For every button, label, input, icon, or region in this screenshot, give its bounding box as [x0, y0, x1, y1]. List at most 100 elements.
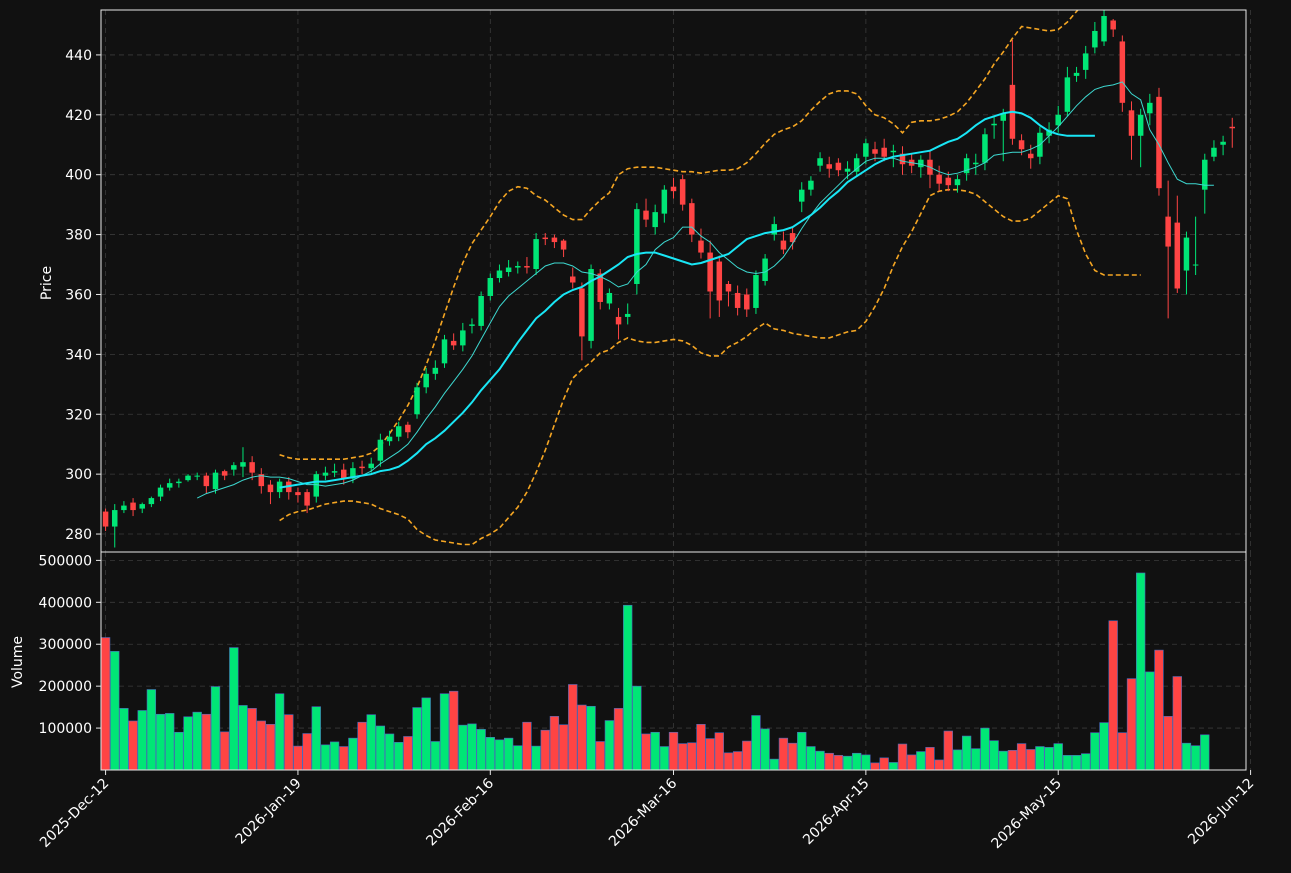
candle-body — [331, 471, 338, 473]
volume-bar — [375, 725, 386, 771]
volume-bar — [751, 715, 761, 771]
candle-body — [661, 189, 668, 214]
candle-body — [542, 237, 549, 240]
volume-bar — [577, 704, 587, 771]
candle-body — [1018, 140, 1025, 150]
volume-bar — [806, 746, 816, 771]
volume-bar — [229, 647, 239, 771]
price-tick-label: 300 — [65, 467, 92, 483]
candle-body — [734, 292, 741, 308]
candle-body — [945, 177, 952, 186]
volume-bar — [897, 743, 908, 771]
volume-bar — [861, 754, 871, 771]
candle-body — [1229, 126, 1236, 129]
candle-body — [130, 502, 136, 511]
candle-body — [221, 471, 228, 476]
price-tick-label: 340 — [65, 347, 92, 363]
volume-bar — [192, 711, 202, 771]
candle-body — [469, 324, 475, 326]
volume-bar — [586, 705, 596, 771]
candle-body — [176, 481, 182, 484]
moving-averages — [196, 81, 1214, 499]
volume-bar — [421, 697, 431, 771]
volume-bar — [1117, 732, 1127, 771]
volume-bar — [952, 749, 963, 771]
volume-bar — [659, 746, 669, 771]
volume-bar — [778, 737, 789, 771]
volume-bar — [971, 748, 981, 771]
volume-bar — [1108, 620, 1118, 771]
candle-body — [1064, 77, 1071, 112]
candle-body — [725, 283, 732, 292]
candle-body — [835, 162, 842, 171]
candle-body — [1073, 72, 1080, 76]
candle-body — [936, 174, 942, 184]
candle-body — [1147, 102, 1153, 114]
volume-bar — [787, 742, 798, 771]
price-tick-label: 440 — [65, 48, 92, 64]
volume-bars — [100, 572, 1210, 771]
candle-body — [386, 436, 393, 442]
volume-bar — [1145, 671, 1155, 771]
volume-bar — [220, 731, 230, 771]
volume-bar — [870, 762, 880, 771]
volume-bar — [1044, 747, 1054, 771]
volume-bar — [842, 755, 853, 771]
volume-bar — [1026, 749, 1036, 771]
volume-bar — [531, 745, 541, 771]
candle-body — [918, 159, 924, 168]
candle-body — [973, 162, 979, 165]
volume-bar — [705, 738, 715, 771]
candle-body — [1174, 222, 1181, 289]
price-tick-label: 400 — [65, 168, 92, 184]
candle-body — [460, 330, 466, 346]
volume-bar — [980, 727, 990, 771]
volume-panel: 100000 200000 300000 400000 500000 Volume — [10, 552, 1251, 771]
volume-bar — [476, 729, 486, 771]
candle-body — [826, 164, 832, 169]
volume-bar — [687, 742, 697, 771]
candle-body — [643, 210, 649, 220]
volume-bar — [1035, 746, 1045, 771]
candle-body — [716, 261, 723, 301]
volume-bar — [623, 604, 633, 771]
volume-bar — [1090, 732, 1100, 771]
volume-bar — [833, 755, 844, 771]
candle-body — [817, 158, 823, 166]
candle-body — [322, 472, 329, 476]
volume-bar — [247, 708, 257, 771]
volume-bar — [1081, 753, 1091, 771]
volume-bar — [1163, 716, 1173, 771]
volume-bar — [961, 735, 972, 771]
candle-body — [569, 276, 576, 283]
volume-bar — [668, 731, 679, 771]
candle-body — [679, 179, 686, 205]
volume-bar — [549, 716, 560, 771]
volume-bar — [311, 706, 321, 771]
volume-bar — [302, 733, 312, 771]
candle-body — [194, 475, 200, 477]
fast-moving-average-line — [196, 81, 1214, 499]
volume-bar — [183, 716, 193, 771]
candle-body — [798, 189, 805, 202]
candle-body — [450, 340, 457, 346]
candle-body — [377, 439, 384, 461]
candle-body — [615, 316, 622, 325]
candle-body — [1192, 264, 1199, 266]
candle-body — [954, 179, 961, 186]
candle-body — [102, 511, 109, 527]
candle-body — [1046, 129, 1052, 136]
volume-bar — [916, 751, 926, 771]
bollinger-bands — [279, 10, 1141, 546]
candle-body — [963, 158, 970, 174]
candle-body — [652, 212, 658, 228]
candle-body — [240, 462, 246, 467]
volume-bar — [1016, 743, 1027, 771]
volume-bar — [907, 754, 917, 771]
volume-bar — [1190, 745, 1201, 771]
volume-bar — [146, 689, 157, 771]
volume-bar — [320, 744, 331, 771]
volume-panel-frame — [100, 551, 1247, 771]
volume-bar — [678, 743, 688, 771]
candle-body — [753, 275, 759, 308]
